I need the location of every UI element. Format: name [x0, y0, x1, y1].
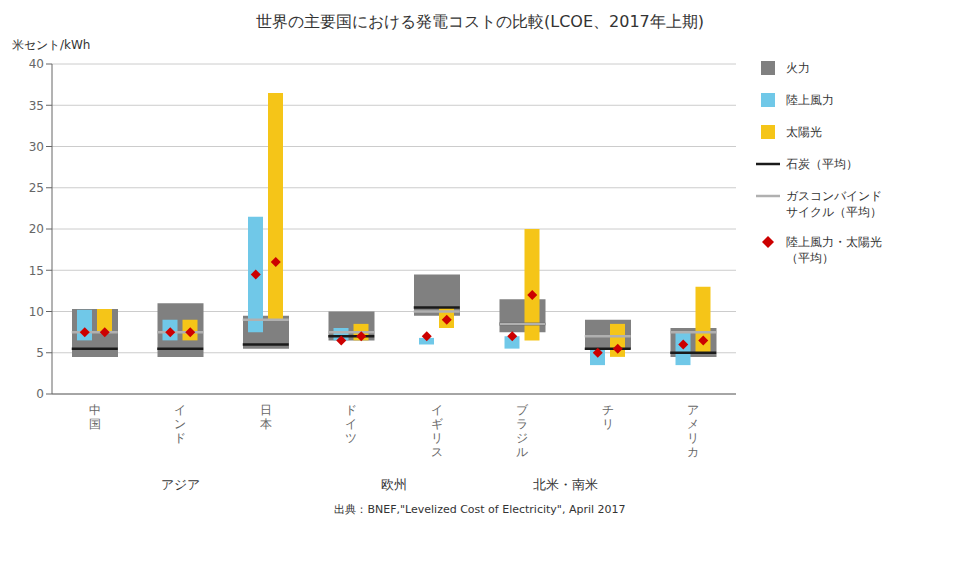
svg-text:40: 40 — [29, 57, 44, 71]
svg-text:ドイツ: ドイツ — [345, 403, 357, 445]
svg-text:イギリス: イギリス — [431, 403, 443, 459]
html-text:世界の主要国における発電コストの比較(LCOE、2017年上: 世界の主要国における発電コストの比較(LCOE、2017年上期) — [256, 12, 704, 31]
svg-text:35: 35 — [29, 99, 44, 113]
svg-text:中国: 中国 — [89, 403, 101, 431]
html-text:陸上風力・太陽光 （平均）: 陸上風力・太陽光 （平均） — [786, 235, 882, 265]
html-text:欧州: 欧州 — [381, 477, 407, 492]
html-text:太陽光: 太陽光 — [786, 125, 822, 139]
svg-text:20: 20 — [29, 222, 44, 236]
html-text:陸上風力: 陸上風力 — [786, 93, 834, 107]
html-text:北米・南米: 北米・南米 — [532, 477, 598, 492]
svg-text:日本: 日本 — [260, 403, 272, 431]
svg-text:10: 10 — [29, 305, 44, 319]
svg-text:0: 0 — [36, 387, 44, 401]
html-text:火力: 火力 — [786, 61, 810, 75]
svg-text:15: 15 — [29, 264, 44, 278]
html-text:ガスコンバインド サイクル（平均）: ガスコンバインド サイクル（平均） — [786, 189, 882, 219]
html-text:アジア: アジア — [160, 477, 200, 492]
svg-text:インド: インド — [174, 403, 186, 445]
svg-text:アメリカ: アメリカ — [687, 403, 699, 459]
html-text:米セント/kWh: 米セント/kWh — [12, 38, 91, 52]
svg-text:30: 30 — [29, 140, 44, 154]
svg-text:25: 25 — [29, 181, 44, 195]
html-text:出典：BNEF,"Levelized Cost of Ele: 出典：BNEF,"Levelized Cost of Electricity",… — [334, 503, 626, 516]
svg-text:チリ: チリ — [602, 403, 614, 431]
svg-text:ブラジル: ブラジル — [516, 403, 529, 459]
html-text:石炭（平均）: 石炭（平均） — [786, 157, 858, 171]
svg-text:5: 5 — [36, 346, 44, 360]
